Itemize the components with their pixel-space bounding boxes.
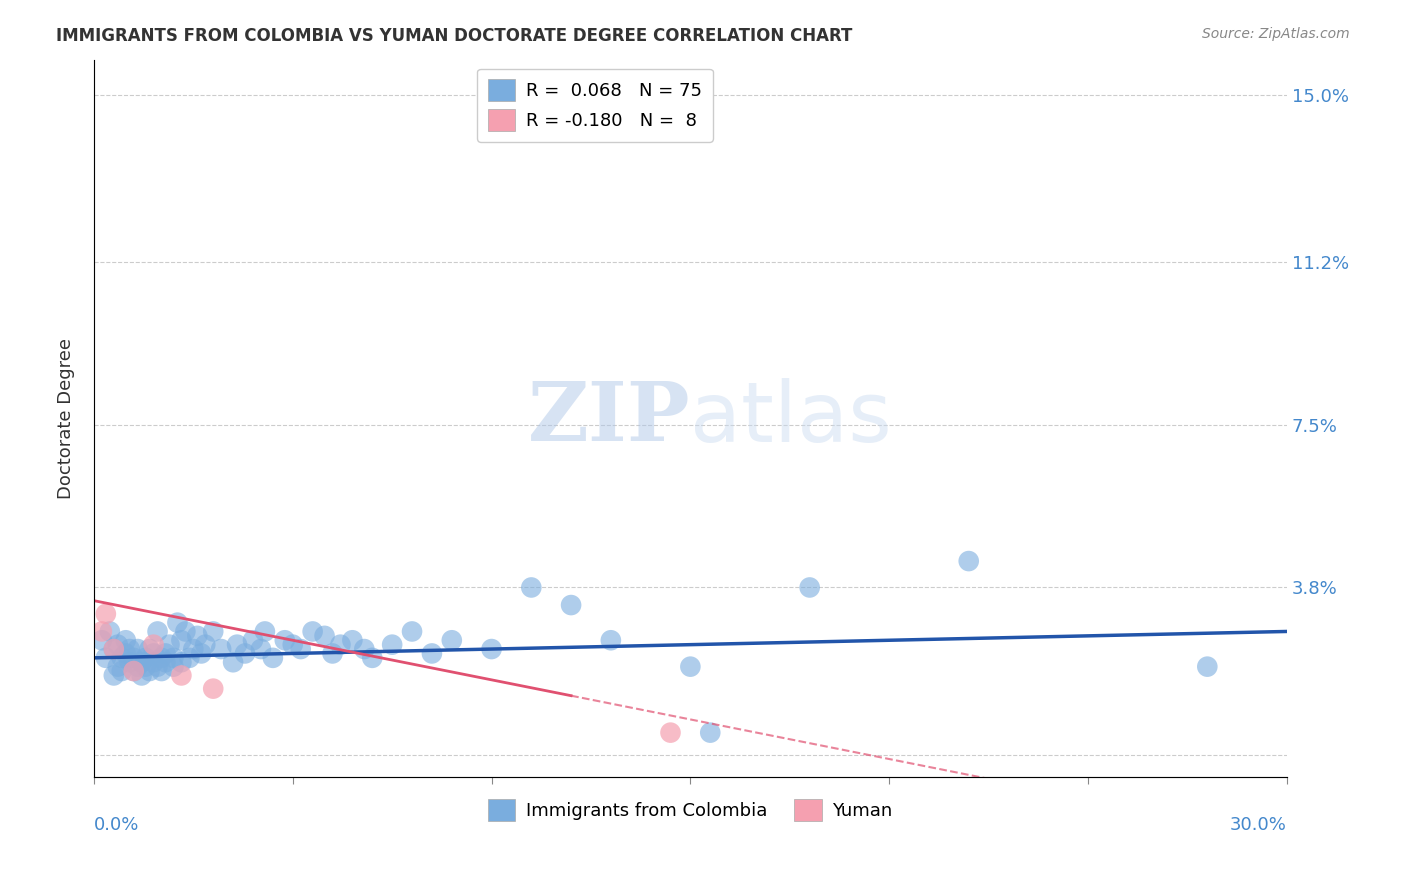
Point — [186, 629, 208, 643]
Point — [122, 664, 145, 678]
Point — [142, 638, 165, 652]
Point — [90, 633, 112, 648]
Point — [127, 642, 149, 657]
Point — [114, 647, 136, 661]
Point — [142, 647, 165, 661]
Point — [90, 624, 112, 639]
Point — [353, 642, 375, 657]
Text: ZIP: ZIP — [527, 378, 690, 458]
Point — [131, 668, 153, 682]
Point — [262, 651, 284, 665]
Point — [361, 651, 384, 665]
Point — [162, 659, 184, 673]
Point — [155, 655, 177, 669]
Text: Source: ZipAtlas.com: Source: ZipAtlas.com — [1202, 27, 1350, 41]
Point — [321, 647, 343, 661]
Point — [94, 651, 117, 665]
Point — [118, 642, 141, 657]
Point — [250, 642, 273, 657]
Point — [381, 638, 404, 652]
Point — [242, 633, 264, 648]
Point — [314, 629, 336, 643]
Y-axis label: Doctorate Degree: Doctorate Degree — [58, 337, 75, 499]
Point — [103, 642, 125, 657]
Point — [135, 659, 157, 673]
Point — [420, 647, 443, 661]
Point — [1197, 659, 1219, 673]
Point — [233, 647, 256, 661]
Point — [122, 651, 145, 665]
Point — [401, 624, 423, 639]
Point — [170, 668, 193, 682]
Point — [209, 642, 232, 657]
Point — [699, 725, 721, 739]
Point — [599, 633, 621, 648]
Point — [107, 659, 129, 673]
Point — [170, 655, 193, 669]
Point — [122, 664, 145, 678]
Point — [799, 581, 821, 595]
Point — [111, 651, 134, 665]
Legend: Immigrants from Colombia, Yuman: Immigrants from Colombia, Yuman — [477, 789, 904, 832]
Point — [202, 681, 225, 696]
Point — [155, 647, 177, 661]
Point — [138, 642, 160, 657]
Point — [179, 651, 201, 665]
Text: atlas: atlas — [690, 377, 893, 458]
Point — [281, 638, 304, 652]
Point — [127, 659, 149, 673]
Point — [174, 624, 197, 639]
Point — [253, 624, 276, 639]
Point — [329, 638, 352, 652]
Point — [162, 651, 184, 665]
Point — [114, 633, 136, 648]
Point — [131, 655, 153, 669]
Point — [138, 664, 160, 678]
Point — [135, 651, 157, 665]
Point — [146, 624, 169, 639]
Point — [560, 598, 582, 612]
Point — [103, 642, 125, 657]
Point — [98, 624, 121, 639]
Point — [342, 633, 364, 648]
Point — [183, 642, 205, 657]
Point — [274, 633, 297, 648]
Point — [111, 664, 134, 678]
Point — [107, 638, 129, 652]
Point — [194, 638, 217, 652]
Point — [190, 647, 212, 661]
Point — [957, 554, 980, 568]
Point — [103, 668, 125, 682]
Point — [226, 638, 249, 652]
Point — [481, 642, 503, 657]
Point — [170, 633, 193, 648]
Point — [440, 633, 463, 648]
Point — [290, 642, 312, 657]
Text: IMMIGRANTS FROM COLOMBIA VS YUMAN DOCTORATE DEGREE CORRELATION CHART: IMMIGRANTS FROM COLOMBIA VS YUMAN DOCTOR… — [56, 27, 852, 45]
Point — [202, 624, 225, 639]
Point — [146, 659, 169, 673]
Point — [150, 664, 173, 678]
Point — [94, 607, 117, 621]
Point — [159, 638, 181, 652]
Point — [679, 659, 702, 673]
Point — [150, 651, 173, 665]
Point — [659, 725, 682, 739]
Point — [142, 655, 165, 669]
Text: 30.0%: 30.0% — [1230, 816, 1286, 834]
Point — [166, 615, 188, 630]
Point — [520, 581, 543, 595]
Text: 0.0%: 0.0% — [94, 816, 139, 834]
Point — [118, 655, 141, 669]
Point — [301, 624, 323, 639]
Point — [222, 655, 245, 669]
